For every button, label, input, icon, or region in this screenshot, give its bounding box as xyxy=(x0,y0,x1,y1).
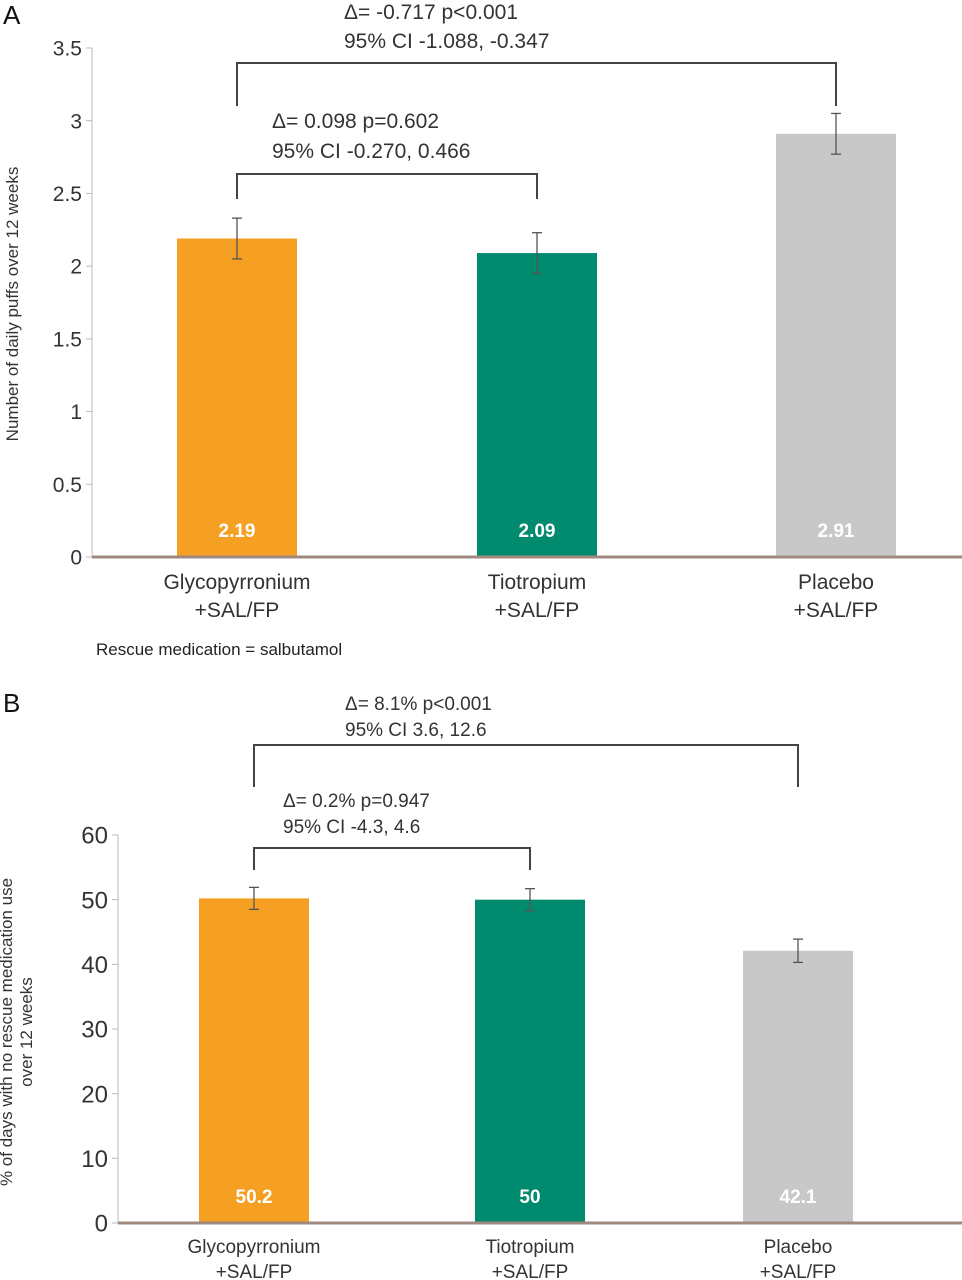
panel-a-y-tick-label: 2 xyxy=(70,256,82,279)
panel-a-label: A xyxy=(3,0,21,30)
panel-b-comparison-stat: Δ= 0.2% p=0.947 xyxy=(283,791,430,812)
panel-a-category-label: Glycopyrronium xyxy=(163,571,310,594)
panel-b-bar xyxy=(475,899,585,1223)
panel-a-bar xyxy=(477,253,597,557)
panel-a-comparison-bracket xyxy=(236,62,837,106)
panel-a-bar xyxy=(177,238,297,558)
panel-b-comparison-bracket xyxy=(253,744,799,787)
panel-a-category-label: Placebo xyxy=(798,571,874,594)
panel-a-comparison-stat: Δ= -0.717 p<0.001 xyxy=(344,1,518,24)
panel-a-y-axis-label: Number of daily puffs over 12 weeks xyxy=(3,167,22,442)
panel-b-y-axis-label-line1: % of days with no rescue medication use xyxy=(0,878,16,1186)
panel-a-y-tick-label: 1 xyxy=(70,401,82,424)
panel-b-bar-value-label: 50.2 xyxy=(236,1187,273,1208)
panel-b-comparison-ci: 95% CI 3.6, 12.6 xyxy=(345,720,487,741)
panel-b-bar-value-label: 50 xyxy=(519,1187,540,1208)
panel-a-bar xyxy=(776,133,896,557)
panel-b-y-tick-label: 60 xyxy=(81,823,108,850)
panel-b-y-tick-label: 30 xyxy=(81,1017,108,1044)
panel-b-bar-value-label: 42.1 xyxy=(780,1187,817,1208)
panel-a-bar-value-label: 2.91 xyxy=(818,521,855,542)
panel-b-y-axis-label-line2: over 12 weeks xyxy=(17,977,36,1087)
panel-a-y-tick-label: 3 xyxy=(70,110,82,133)
panel-a-y-tick-label: 0.5 xyxy=(53,474,82,497)
panel-a-comparison-ci: 95% CI -0.270, 0.466 xyxy=(272,140,470,163)
panel-a-bar-value-label: 2.09 xyxy=(519,521,556,542)
panel-a-category-label: +SAL/FP xyxy=(195,599,280,622)
panel-b-y-tick-label: 20 xyxy=(81,1081,108,1108)
panel-b-comparison-bracket xyxy=(253,847,531,870)
panel-b-category-label: +SAL/FP xyxy=(492,1262,569,1280)
panel-a-category-label: Tiotropium xyxy=(488,571,586,594)
panel-b-plot: 0 10 20 30 40 50 60 50.2 Glycopyrronium +SAL/FP 50… xyxy=(81,694,962,1280)
panel-b-bar xyxy=(199,898,309,1223)
panel-a-y-tick-label: 3.5 xyxy=(53,38,82,61)
panel-a-bar-value-label: 2.19 xyxy=(219,521,256,542)
panel-b-bar xyxy=(743,950,853,1223)
panel-a-y-tick-label: 0 xyxy=(70,547,82,570)
panel-a-comparison-bracket xyxy=(236,173,538,199)
panel-a-plot: 0 0.5 1 1.5 2 2.5 3 3.5 2.19 Glycopyrronium +SAL/F… xyxy=(53,1,962,622)
panel-b-y-tick-label: 10 xyxy=(81,1146,108,1173)
panel-b-y-tick-label: 0 xyxy=(95,1211,108,1238)
panel-b-comparison-stat: Δ= 8.1% p<0.001 xyxy=(345,694,492,715)
panel-b-y-tick-label: 40 xyxy=(81,952,108,979)
panel-b-category-label: +SAL/FP xyxy=(760,1262,837,1280)
panel-a-category-label: +SAL/FP xyxy=(794,599,879,622)
panel-b-y-tick-label: 50 xyxy=(81,887,108,914)
panel-a-y-tick-label: 1.5 xyxy=(53,328,82,351)
panel-b-comparison-ci: 95% CI -4.3, 4.6 xyxy=(283,817,420,838)
panel-b-category-label: Glycopyrronium xyxy=(187,1237,320,1258)
panel-b-label: B xyxy=(3,688,20,718)
panel-b-category-label: +SAL/FP xyxy=(216,1262,293,1280)
panel-a-note: Rescue medication = salbutamol xyxy=(96,640,342,659)
panel-a-y-tick-label: 2.5 xyxy=(53,183,82,206)
panel-b-category-label: Placebo xyxy=(764,1237,833,1258)
panel-a-category-label: +SAL/FP xyxy=(495,599,580,622)
panel-b-category-label: Tiotropium xyxy=(485,1237,574,1258)
panel-a-comparison-ci: 95% CI -1.088, -0.347 xyxy=(344,30,549,53)
panel-a-comparison-stat: Δ= 0.098 p=0.602 xyxy=(272,110,439,133)
